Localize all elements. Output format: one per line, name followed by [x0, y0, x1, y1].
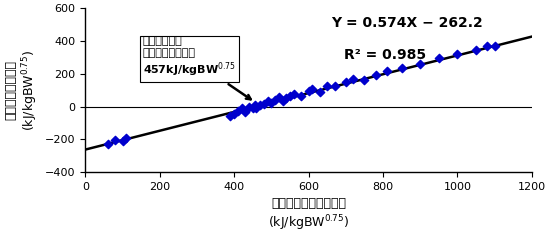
Point	[483, 44, 492, 48]
Point	[237, 106, 246, 110]
Text: Y = 0.574X − 262.2: Y = 0.574X − 262.2	[331, 16, 482, 30]
Point	[296, 94, 305, 98]
Point	[323, 84, 332, 88]
Y-axis label: エネルギー蓄積量
(kJ/kgBW$^{0.75}$): エネルギー蓄積量 (kJ/kgBW$^{0.75}$)	[4, 50, 40, 131]
Point	[453, 52, 462, 56]
Point	[226, 114, 235, 118]
Point	[249, 106, 257, 110]
Point	[289, 92, 298, 96]
Point	[416, 62, 425, 66]
Point	[122, 137, 131, 140]
Point	[252, 106, 261, 110]
Point	[250, 103, 259, 107]
Point	[260, 102, 268, 106]
Point	[230, 112, 239, 115]
Point	[111, 138, 119, 142]
Point	[256, 103, 265, 106]
Text: 維持に要する
代謝エネルギー量
457kJ/kgBW$^{0.75}$: 維持に要する 代謝エネルギー量 457kJ/kgBW$^{0.75}$	[143, 36, 251, 99]
Point	[490, 44, 499, 48]
Point	[267, 101, 276, 105]
Text: R² = 0.985: R² = 0.985	[344, 48, 426, 62]
Point	[342, 80, 350, 84]
Point	[349, 77, 358, 80]
Point	[434, 56, 443, 59]
Point	[245, 105, 254, 109]
Point	[271, 98, 279, 102]
Point	[103, 142, 112, 146]
Point	[282, 96, 290, 100]
Point	[315, 90, 324, 94]
Point	[263, 99, 272, 103]
Point	[304, 90, 313, 93]
Point	[308, 87, 317, 91]
Point	[274, 96, 283, 99]
Point	[241, 110, 250, 114]
Point	[330, 84, 339, 88]
X-axis label: 代謝エネルギー摄取量
(kJ/kgBW$^{0.75}$): 代謝エネルギー摄取量 (kJ/kgBW$^{0.75}$)	[268, 197, 349, 233]
Point	[360, 78, 368, 82]
Point	[371, 73, 380, 76]
Point	[397, 66, 406, 70]
Point	[382, 69, 391, 73]
Point	[233, 109, 242, 113]
Point	[278, 100, 287, 103]
Point	[118, 139, 127, 143]
Point	[471, 48, 480, 52]
Point	[285, 94, 294, 98]
